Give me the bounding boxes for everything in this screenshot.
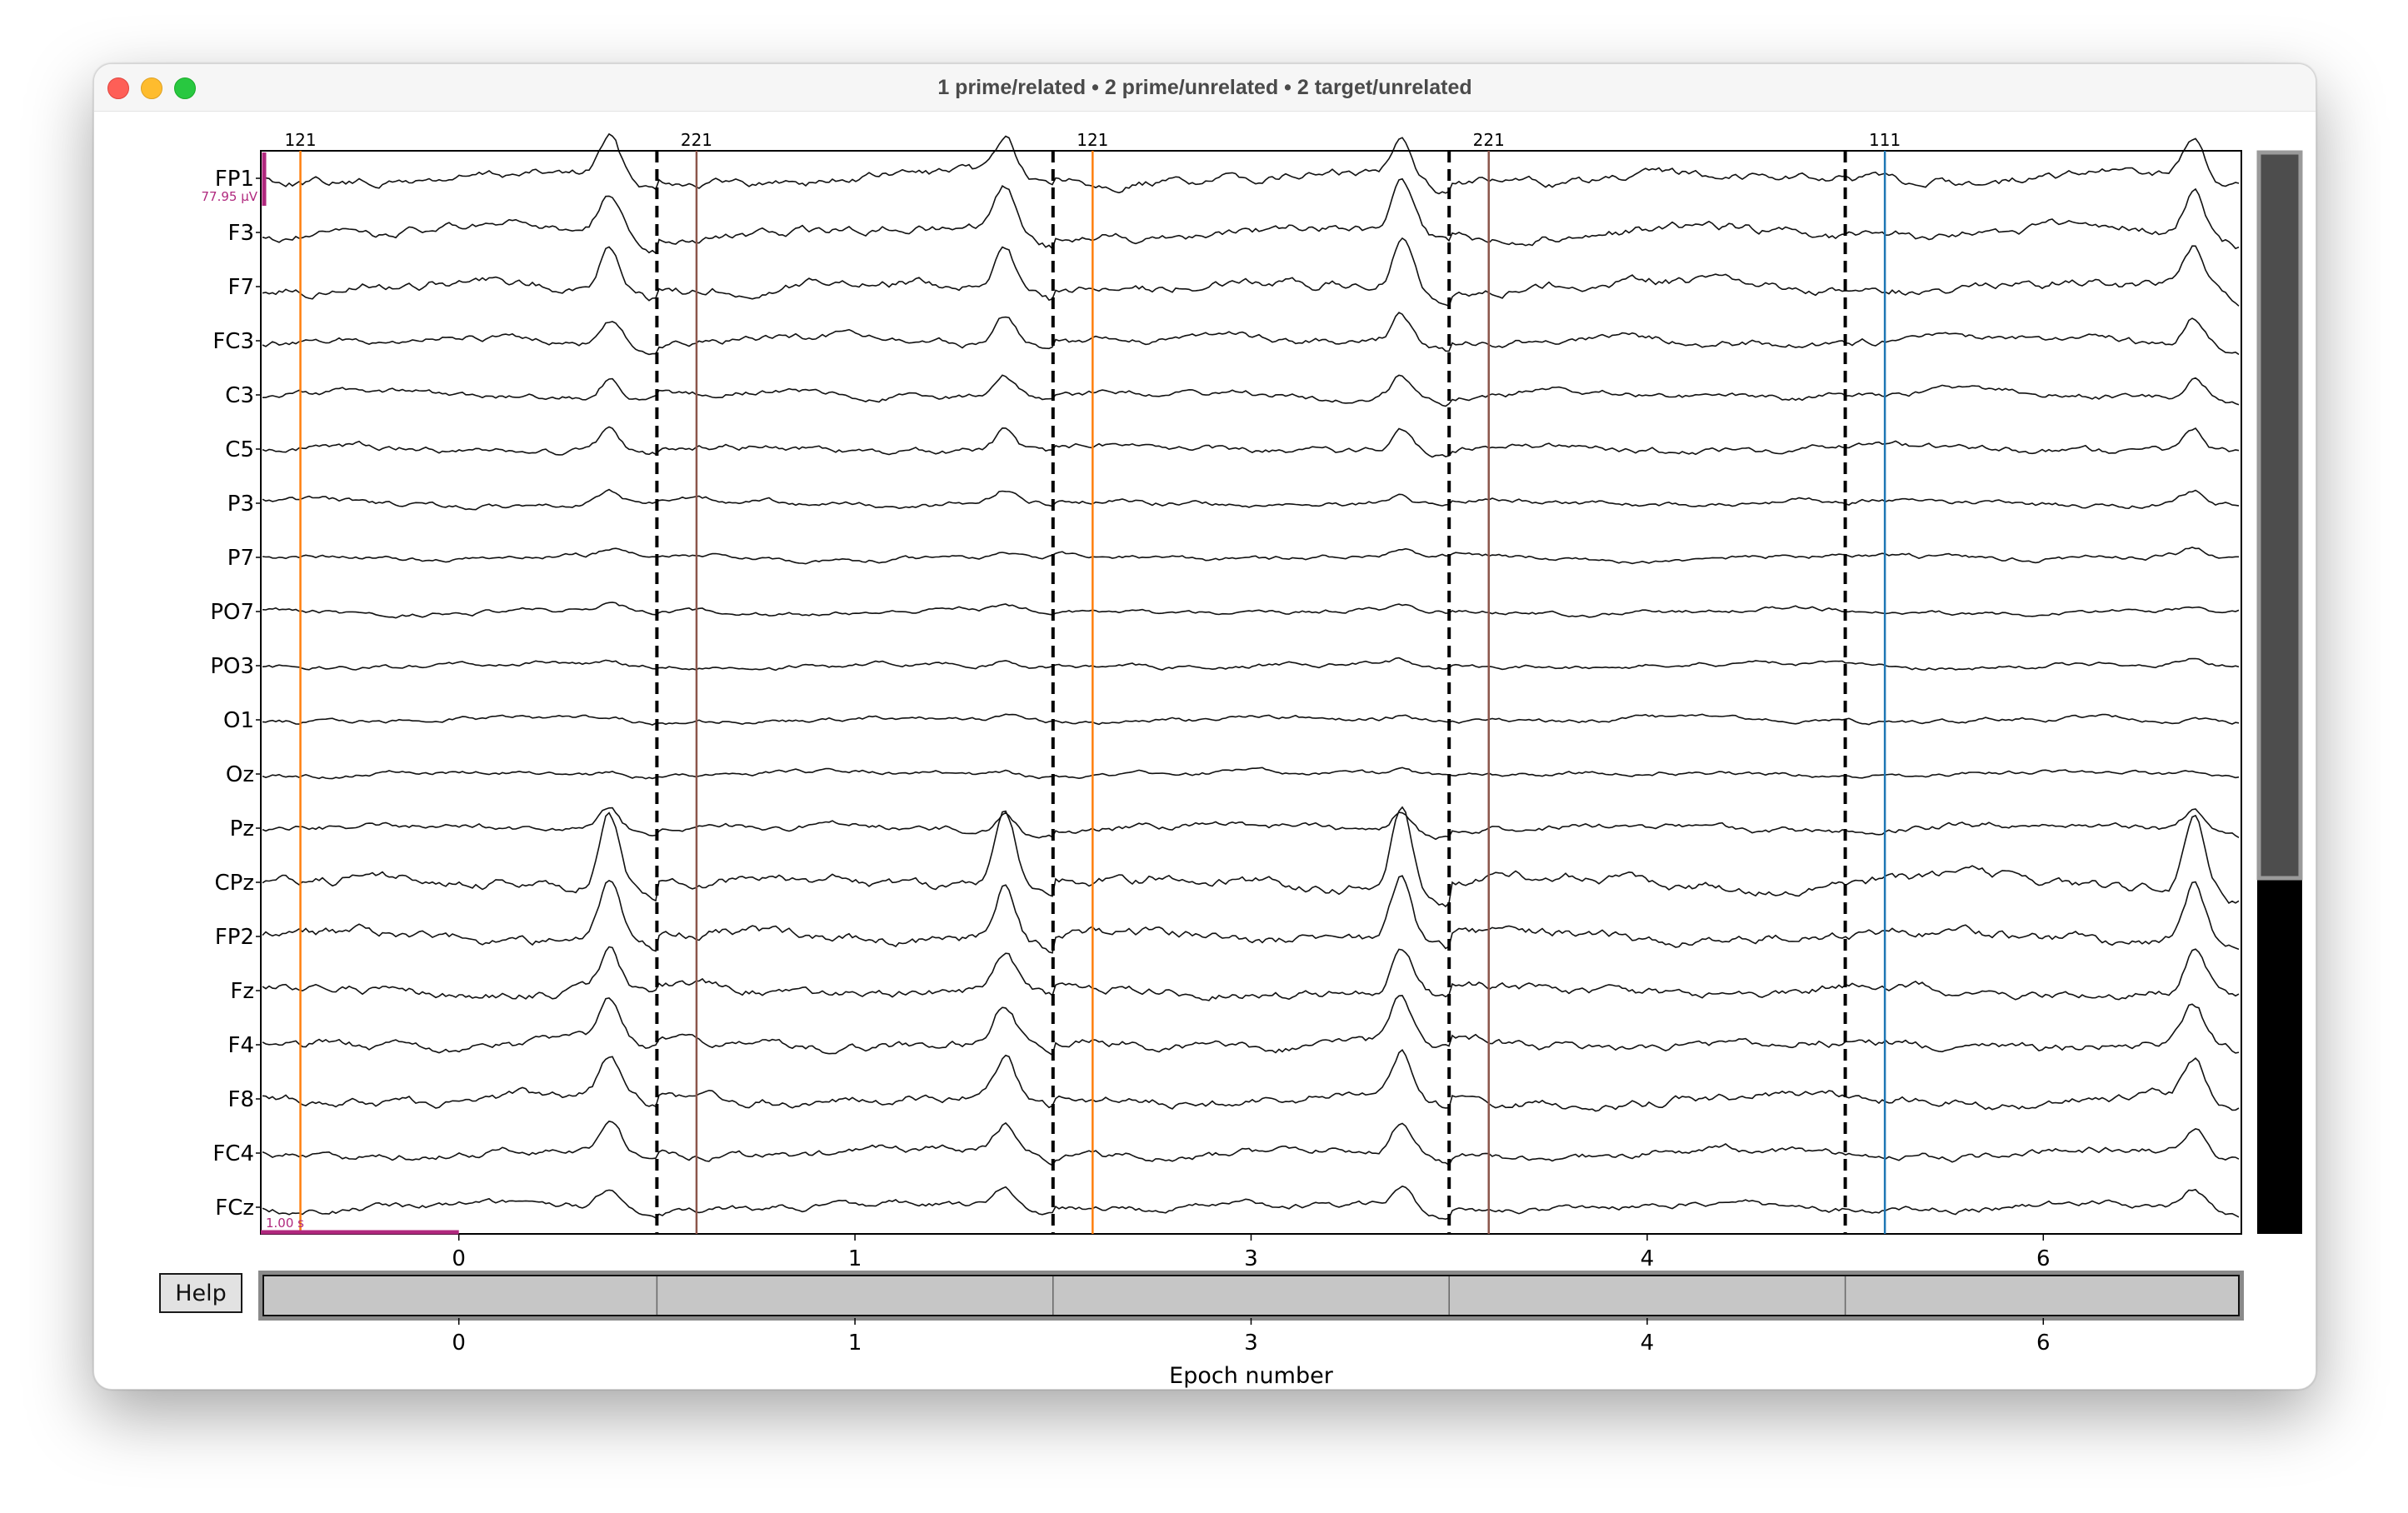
trace-fcz	[262, 1185, 2240, 1221]
close-window-button[interactable]	[107, 77, 129, 99]
trace-p7	[262, 547, 2239, 565]
trace-f4	[262, 995, 2240, 1056]
trace-oz	[262, 766, 2240, 780]
eeg-epochs-plot[interactable]: FP1 F3 F7 FC3 C3 C5 P3 P7 PO7 PO3 O1 Oz Pz CPz FP2 Fz F4…	[94, 64, 2316, 1389]
navigation-tick-label: 3	[1244, 1331, 1258, 1356]
channel-label-oz: Oz	[226, 762, 254, 787]
trace-c5	[262, 426, 2240, 458]
trace-po7	[262, 602, 2240, 619]
channel-traces	[262, 132, 2240, 1221]
trace-f3	[262, 177, 2240, 255]
epoch-navigation-bar[interactable]	[258, 1271, 2244, 1321]
trace-pz	[262, 806, 2240, 841]
channel-label-c5: C5	[225, 437, 254, 462]
channel-label-cpz: CPz	[215, 871, 254, 896]
window-title: 1 prime/related • 2 prime/unrelated • 2 …	[937, 76, 1472, 99]
navigation-tick-label: 6	[2036, 1331, 2051, 1356]
trace-f8	[262, 1048, 2240, 1112]
zoom-window-button[interactable]	[174, 77, 196, 99]
channel-label-f7: F7	[228, 275, 255, 300]
event-label-111: 111	[1869, 130, 1901, 150]
trace-fc3	[262, 312, 2240, 356]
channel-label-po3: PO3	[210, 654, 254, 679]
navigation-tick-label: 1	[848, 1331, 862, 1356]
channel-label-c3: C3	[225, 383, 254, 408]
help-button[interactable]: Help	[159, 1273, 242, 1313]
trace-fp2	[262, 875, 2240, 954]
trace-fc4	[262, 1120, 2240, 1166]
channel-label-f4: F4	[228, 1033, 255, 1058]
epoch-tick-label: 0	[452, 1246, 466, 1271]
time-scale-label: 1.00 s	[266, 1216, 304, 1231]
epoch-tick-label: 6	[2036, 1246, 2051, 1271]
channel-label-f8: F8	[228, 1087, 255, 1112]
trace-cpz	[262, 806, 2240, 908]
trace-fz	[262, 946, 2240, 1001]
channel-label-fz: Fz	[230, 979, 254, 1004]
channel-label-fp1: FP1	[215, 167, 254, 192]
channel-label-fp2: FP2	[215, 925, 254, 950]
channel-scrollbar-thumb[interactable]	[2256, 150, 2303, 881]
trace-fp1	[262, 132, 2240, 195]
event-label-221: 221	[681, 130, 712, 150]
event-label-221: 221	[1473, 130, 1505, 150]
trace-o1	[262, 713, 2240, 726]
epoch-view-window[interactable]	[262, 1275, 2240, 1316]
event-label-121: 121	[284, 130, 316, 150]
plot-overlay: FP1 F3 F7 FC3 C3 C5 P3 P7 PO7 PO3 O1 Oz Pz CPz FP2 Fz F4…	[201, 130, 2303, 1389]
navigation-tick-label: 4	[1641, 1331, 1655, 1356]
plot-frame	[260, 150, 2242, 1235]
amplitude-scale-label: 77.95 µV	[201, 189, 257, 204]
event-label-121: 121	[1077, 130, 1108, 150]
channel-label-po7: PO7	[210, 600, 254, 625]
channel-label-fc4: FC4	[212, 1141, 254, 1166]
trace-po3	[262, 657, 2240, 672]
title-bar: 1 prime/related • 2 prime/unrelated • 2 …	[94, 64, 2316, 112]
epoch-tick-label: 3	[1244, 1246, 1258, 1271]
channel-label-f3: F3	[228, 221, 255, 246]
channel-label-o1: O1	[223, 708, 254, 733]
channel-label-pz: Pz	[230, 816, 254, 841]
channel-label-p3: P3	[227, 492, 254, 517]
trace-p3	[262, 488, 2240, 511]
browser-window: 1 prime/related • 2 prime/unrelated • 2 …	[93, 63, 2316, 1390]
trace-c3	[262, 374, 2240, 407]
channel-label-fc3: FC3	[212, 329, 254, 354]
channel-label-fcz: FCz	[215, 1196, 254, 1221]
navigation-tick-label: 0	[452, 1331, 466, 1356]
epoch-tick-label: 4	[1641, 1246, 1655, 1271]
x-axis-label: Epoch number	[1169, 1363, 1334, 1389]
minimize-window-button[interactable]	[141, 77, 162, 99]
channel-label-p7: P7	[227, 546, 254, 571]
trace-f7	[262, 237, 2240, 307]
epoch-tick-label: 1	[848, 1246, 862, 1271]
